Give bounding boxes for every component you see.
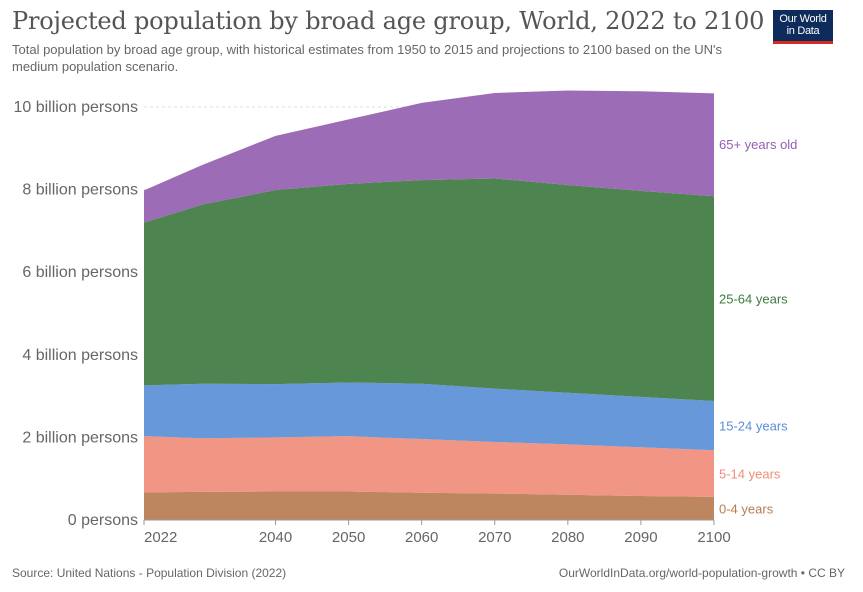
x-tick-label: 2040: [259, 529, 292, 546]
area-65-years-old: [144, 90, 714, 223]
y-tick-label: 6 billion persons: [22, 264, 138, 281]
chart-title: Projected population by broad age group,…: [12, 7, 765, 35]
y-tick-label: 8 billion persons: [22, 182, 138, 199]
x-tick-label: 2080: [551, 529, 584, 546]
x-tick-label: 2050: [332, 529, 365, 546]
legend-label-5-14-years: 5-14 years: [719, 467, 781, 482]
y-tick-label: 10 billion persons: [13, 99, 138, 116]
x-tick-label: 2090: [624, 529, 657, 546]
legend-label-15-24-years: 15-24 years: [719, 419, 788, 434]
x-tick-label: 2060: [405, 529, 438, 546]
footer-url[interactable]: OurWorldInData.org/world-population-grow…: [558, 566, 845, 580]
y-tick-label: 0 persons: [68, 512, 138, 529]
y-tick-label: 4 billion persons: [22, 347, 138, 364]
area-15-24-years: [144, 382, 714, 451]
legend-label-65-years-old: 65+ years old: [719, 137, 797, 152]
logo-line-2: in Data: [786, 25, 820, 37]
area-0-4-years: [144, 491, 714, 520]
legend-label-0-4-years: 0-4 years: [719, 501, 774, 516]
logo-line-1: Our World: [779, 13, 827, 25]
x-tick-label: 2022: [144, 529, 177, 546]
source-note: Source: United Nations - Population Divi…: [12, 566, 287, 580]
area-25-64-years: [144, 178, 714, 402]
legend-label-25-64-years: 25-64 years: [719, 292, 788, 307]
x-tick-label: 2070: [478, 529, 511, 546]
owid-logo[interactable]: Our World in Data: [773, 10, 833, 44]
chart-subtitle: Total population by broad age group, wit…: [12, 42, 722, 74]
y-tick-label: 2 billion persons: [22, 429, 138, 446]
x-tick-label: 2100: [697, 529, 730, 546]
area-5-14-years: [144, 436, 714, 497]
